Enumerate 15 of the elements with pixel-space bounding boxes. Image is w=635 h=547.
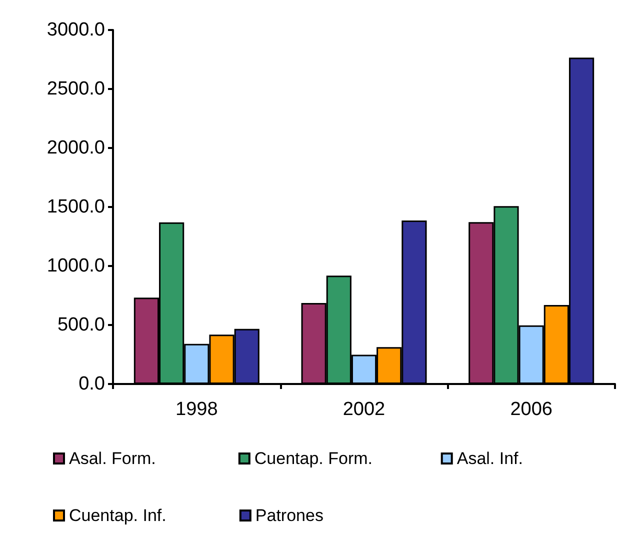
- y-tick-label: 0.0: [78, 374, 105, 394]
- y-tick-label: 1000.0: [46, 256, 105, 276]
- y-tick-label: 500.0: [57, 314, 105, 336]
- y-tick-label: 2500.0: [46, 78, 105, 100]
- legend-label: Asal. Inf.: [456, 449, 570, 468]
- x-tick-label: 1998: [176, 399, 218, 420]
- x-tick-label: 2006: [510, 399, 552, 420]
- legend-label: Asal. Form.: [69, 449, 198, 468]
- y-tick-label: 2000.0: [46, 138, 105, 158]
- y-tick-label: 3000.0: [46, 20, 105, 40]
- legend-label: Cuentap. Form.: [254, 449, 401, 468]
- y-tick-label: 1500.0: [46, 196, 105, 218]
- x-tick-label: 2002: [342, 399, 386, 420]
- legend-label: Patrones: [255, 506, 380, 525]
- legend-label: Cuentap. Inf.: [69, 506, 200, 525]
